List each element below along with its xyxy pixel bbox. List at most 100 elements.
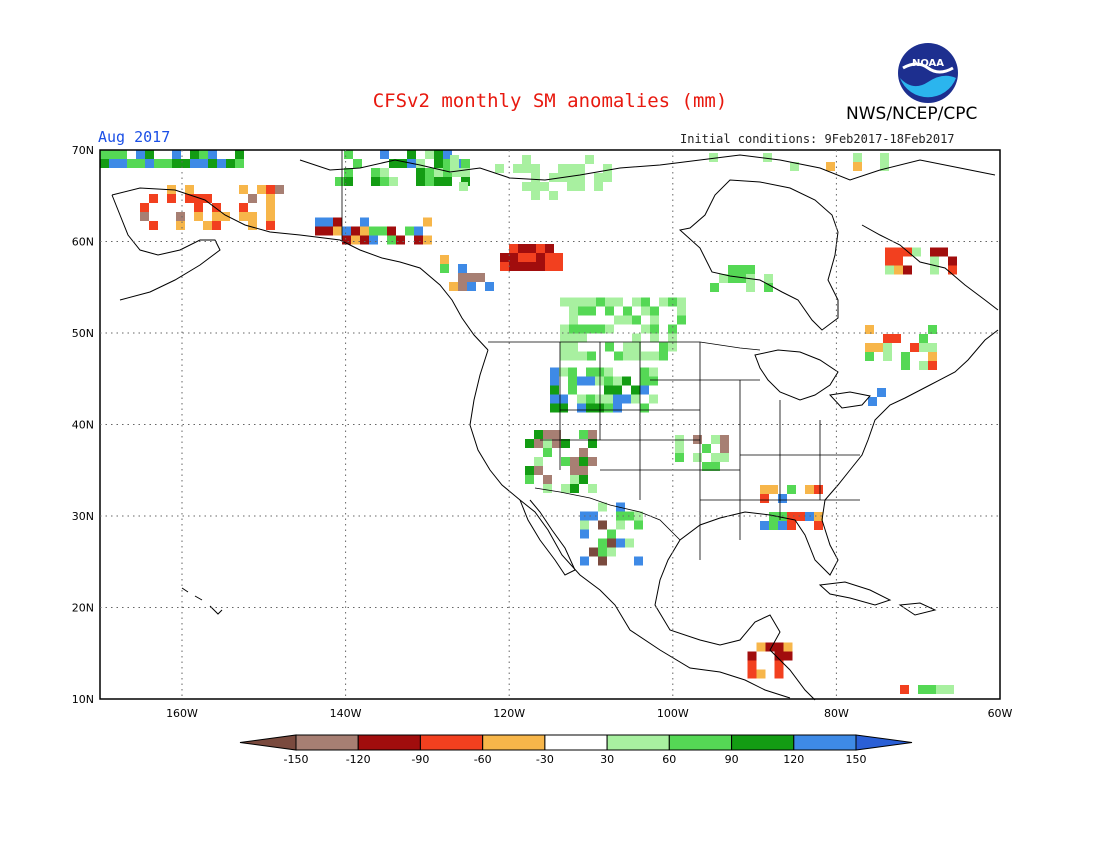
anomaly-cell: [756, 642, 766, 652]
anomaly-cell: [443, 177, 452, 186]
anomaly-cell: [595, 376, 604, 386]
anomaly-cell: [596, 297, 605, 307]
anomaly-cell: [467, 282, 476, 291]
anomaly-cell: [576, 173, 585, 182]
anomaly-cell: [176, 221, 185, 230]
anomaly-cell: [531, 164, 540, 173]
anomaly-cell: [579, 466, 588, 475]
anomaly-cell: [458, 273, 467, 282]
anomaly-cell: [450, 164, 459, 173]
lon-tick-label: 80W: [824, 707, 849, 720]
anomaly-cell: [527, 262, 536, 271]
anomaly-cell: [369, 235, 378, 245]
anomaly-cell: [604, 394, 613, 404]
anomaly-cell: [239, 203, 248, 212]
anomaly-cell: [659, 297, 668, 307]
anomaly-cell: [787, 521, 796, 530]
legend-tick-label: 90: [725, 753, 739, 766]
anomaly-cell: [570, 466, 579, 475]
graticule: [100, 150, 1000, 699]
anomaly-cell: [613, 403, 622, 413]
anomaly-cell: [434, 159, 443, 168]
anomaly-cell: [605, 342, 614, 352]
anomaly-cell: [622, 376, 631, 386]
anomaly-cell: [814, 512, 823, 521]
anomaly-cell: [790, 162, 799, 171]
anomaly-cell: [578, 351, 587, 361]
anomaly-cell: [763, 153, 772, 162]
anomaly-cell: [885, 265, 894, 275]
anomaly-cell: [550, 376, 559, 386]
anomaly-cell: [760, 521, 769, 530]
anomaly-cell: [380, 168, 389, 177]
anomaly-cell: [561, 457, 570, 466]
political-borders: [341, 150, 860, 560]
anomaly-cell: [569, 297, 578, 307]
anomaly-cell: [720, 435, 729, 444]
anomaly-cell: [719, 274, 728, 283]
anomaly-cell: [649, 376, 658, 386]
anomaly-cell: [578, 333, 587, 343]
anomaly-cell: [203, 194, 212, 203]
anomaly-cell: [522, 155, 531, 164]
anomaly-cell: [360, 226, 369, 236]
anomaly-cell: [640, 403, 649, 413]
anomaly-cell: [603, 173, 612, 182]
anomaly-cell: [443, 168, 452, 177]
anomaly-cell: [543, 439, 552, 448]
anomaly-cell: [746, 283, 755, 292]
anomaly-cell: [335, 177, 344, 186]
anomaly-cell: [570, 457, 579, 466]
anomaly-cell: [885, 256, 894, 266]
anomaly-cell: [425, 177, 434, 186]
anomaly-cell: [623, 306, 632, 316]
anomaly-cell: [641, 324, 650, 334]
anomaly-cell: [136, 150, 145, 159]
anomaly-cell: [378, 226, 387, 236]
anomaly-cell: [631, 394, 640, 404]
anomaly-cell: [675, 444, 684, 453]
anomaly-cell: [577, 394, 586, 404]
anomaly-cell: [569, 324, 578, 334]
longitude-labels: 160W 140W 120W 100W 80W 60W: [166, 707, 1012, 720]
anomaly-cell: [853, 162, 862, 171]
anomaly-cell: [711, 462, 720, 471]
anomaly-cell: [885, 247, 894, 257]
anomaly-cell: [814, 485, 823, 494]
anomaly-cell: [509, 244, 518, 253]
anomaly-cell: [693, 453, 702, 462]
legend-tick-label: -60: [474, 753, 492, 766]
anomaly-cell: [405, 226, 414, 236]
anomaly-cell: [248, 194, 257, 203]
anomaly-cell: [586, 394, 595, 404]
anomaly-cell: [756, 669, 766, 679]
lat-tick-label: 50N: [72, 327, 94, 340]
anomaly-cell: [315, 226, 324, 236]
anomaly-cell: [588, 430, 597, 439]
anomaly-cell: [711, 435, 720, 444]
anomaly-cell: [552, 430, 561, 439]
anomaly-cell: [461, 168, 470, 177]
anomaly-cell: [769, 512, 778, 521]
anomaly-cell: [631, 385, 640, 395]
legend-swatch: [606, 734, 670, 751]
anomaly-cell: [476, 273, 485, 282]
anomaly-cell: [588, 439, 597, 448]
anomaly-cell: [127, 159, 136, 168]
anomaly-cell: [387, 235, 396, 245]
anomaly-cell: [883, 334, 892, 343]
anomaly-cell: [459, 182, 468, 191]
anomaly-cell: [594, 173, 603, 182]
anomaly-cell: [737, 265, 746, 274]
anomaly-cell: [543, 484, 552, 493]
anomaly-cell: [554, 253, 563, 262]
lon-tick-label: 60W: [988, 707, 1013, 720]
anomaly-cell: [614, 351, 623, 361]
anomaly-cell: [536, 244, 545, 253]
anomaly-cell: [948, 265, 957, 275]
anomaly-cell: [543, 475, 552, 484]
lat-tick-label: 10N: [72, 693, 94, 706]
anomaly-cell: [765, 642, 775, 652]
anomaly-cell: [588, 484, 597, 493]
anomaly-cell: [509, 253, 518, 262]
